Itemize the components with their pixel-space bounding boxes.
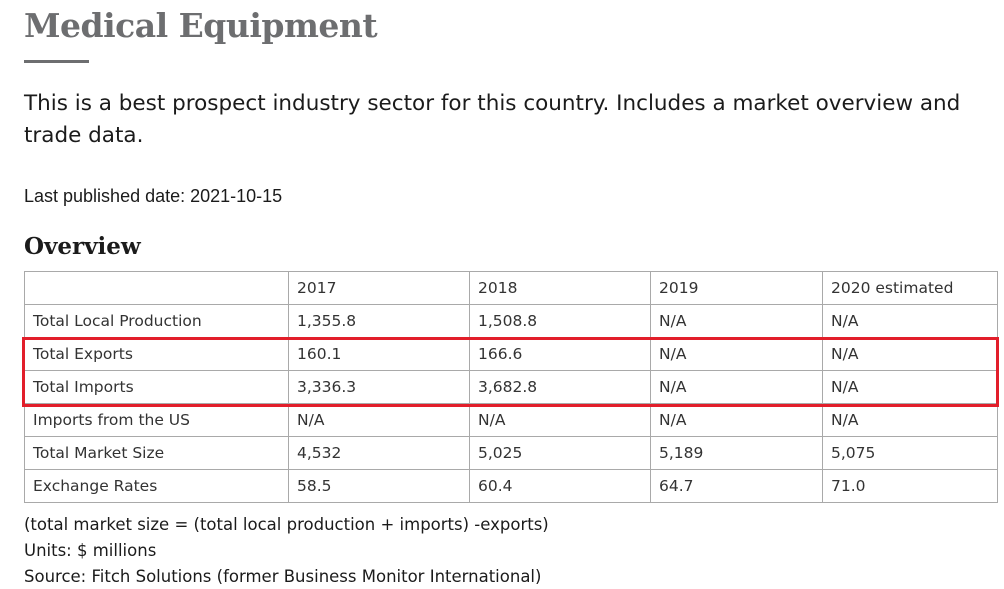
table-cell: N/A xyxy=(650,337,823,371)
page-title: Medical Equipment xyxy=(24,6,378,45)
published-date: Last published date: 2021-10-15 xyxy=(24,186,283,206)
table-row: Total Market Size 4,532 5,025 5,189 5,07… xyxy=(24,436,998,470)
formula-note: (total market size = (total local produc… xyxy=(24,515,549,534)
table-cell: 5,189 xyxy=(650,436,823,470)
table-cell: 3,336.3 xyxy=(288,370,470,404)
source-note: Source: Fitch Solutions (former Business… xyxy=(24,567,542,586)
intro-text: This is a best prospect industry sector … xyxy=(24,91,961,148)
table-cell: N/A xyxy=(650,304,823,338)
table-cell: N/A xyxy=(822,403,998,437)
units-note: Units: $ millions xyxy=(24,541,157,560)
row-label: Exchange Rates xyxy=(24,469,289,503)
header-cell: 2018 xyxy=(469,271,651,305)
table-cell: 4,532 xyxy=(288,436,470,470)
table-cell: 160.1 xyxy=(288,337,470,371)
header-cell: 2019 xyxy=(650,271,823,305)
table-cell: N/A xyxy=(650,403,823,437)
table-cell: 1,355.8 xyxy=(288,304,470,338)
title-underline xyxy=(24,60,89,63)
table-cell: 166.6 xyxy=(469,337,651,371)
header-cell: 2020 estimated xyxy=(822,271,998,305)
table-cell: N/A xyxy=(469,403,651,437)
table-header-row: 2017 2018 2019 2020 estimated xyxy=(24,271,998,305)
row-label: Total Exports xyxy=(24,337,289,371)
table-row: Total Exports 160.1 166.6 N/A N/A xyxy=(24,337,998,371)
table-cell: 1,508.8 xyxy=(469,304,651,338)
row-label: Imports from the US xyxy=(24,403,289,437)
table-cell: 5,075 xyxy=(822,436,998,470)
table-cell: 60.4 xyxy=(469,469,651,503)
footnotes: (total market size = (total local produc… xyxy=(24,512,549,589)
table-row: Total Local Production 1,355.8 1,508.8 N… xyxy=(24,304,998,338)
table-cell: N/A xyxy=(822,337,998,371)
table-cell: N/A xyxy=(822,304,998,338)
header-cell: 2017 xyxy=(288,271,470,305)
table-cell: 64.7 xyxy=(650,469,823,503)
table-cell: 3,682.8 xyxy=(469,370,651,404)
table-cell: 5,025 xyxy=(469,436,651,470)
overview-heading: Overview xyxy=(24,233,141,260)
table-cell: N/A xyxy=(288,403,470,437)
header-cell xyxy=(24,271,289,305)
overview-table: 2017 2018 2019 2020 estimated Total Loca… xyxy=(24,271,998,503)
row-label: Total Imports xyxy=(24,370,289,404)
table-cell: 58.5 xyxy=(288,469,470,503)
row-label: Total Market Size xyxy=(24,436,289,470)
table-cell: N/A xyxy=(822,370,998,404)
table-cell: N/A xyxy=(650,370,823,404)
table-row: Imports from the US N/A N/A N/A N/A xyxy=(24,403,998,437)
table-cell: 71.0 xyxy=(822,469,998,503)
table-row: Exchange Rates 58.5 60.4 64.7 71.0 xyxy=(24,469,998,503)
row-label: Total Local Production xyxy=(24,304,289,338)
table-row: Total Imports 3,336.3 3,682.8 N/A N/A xyxy=(24,370,998,404)
